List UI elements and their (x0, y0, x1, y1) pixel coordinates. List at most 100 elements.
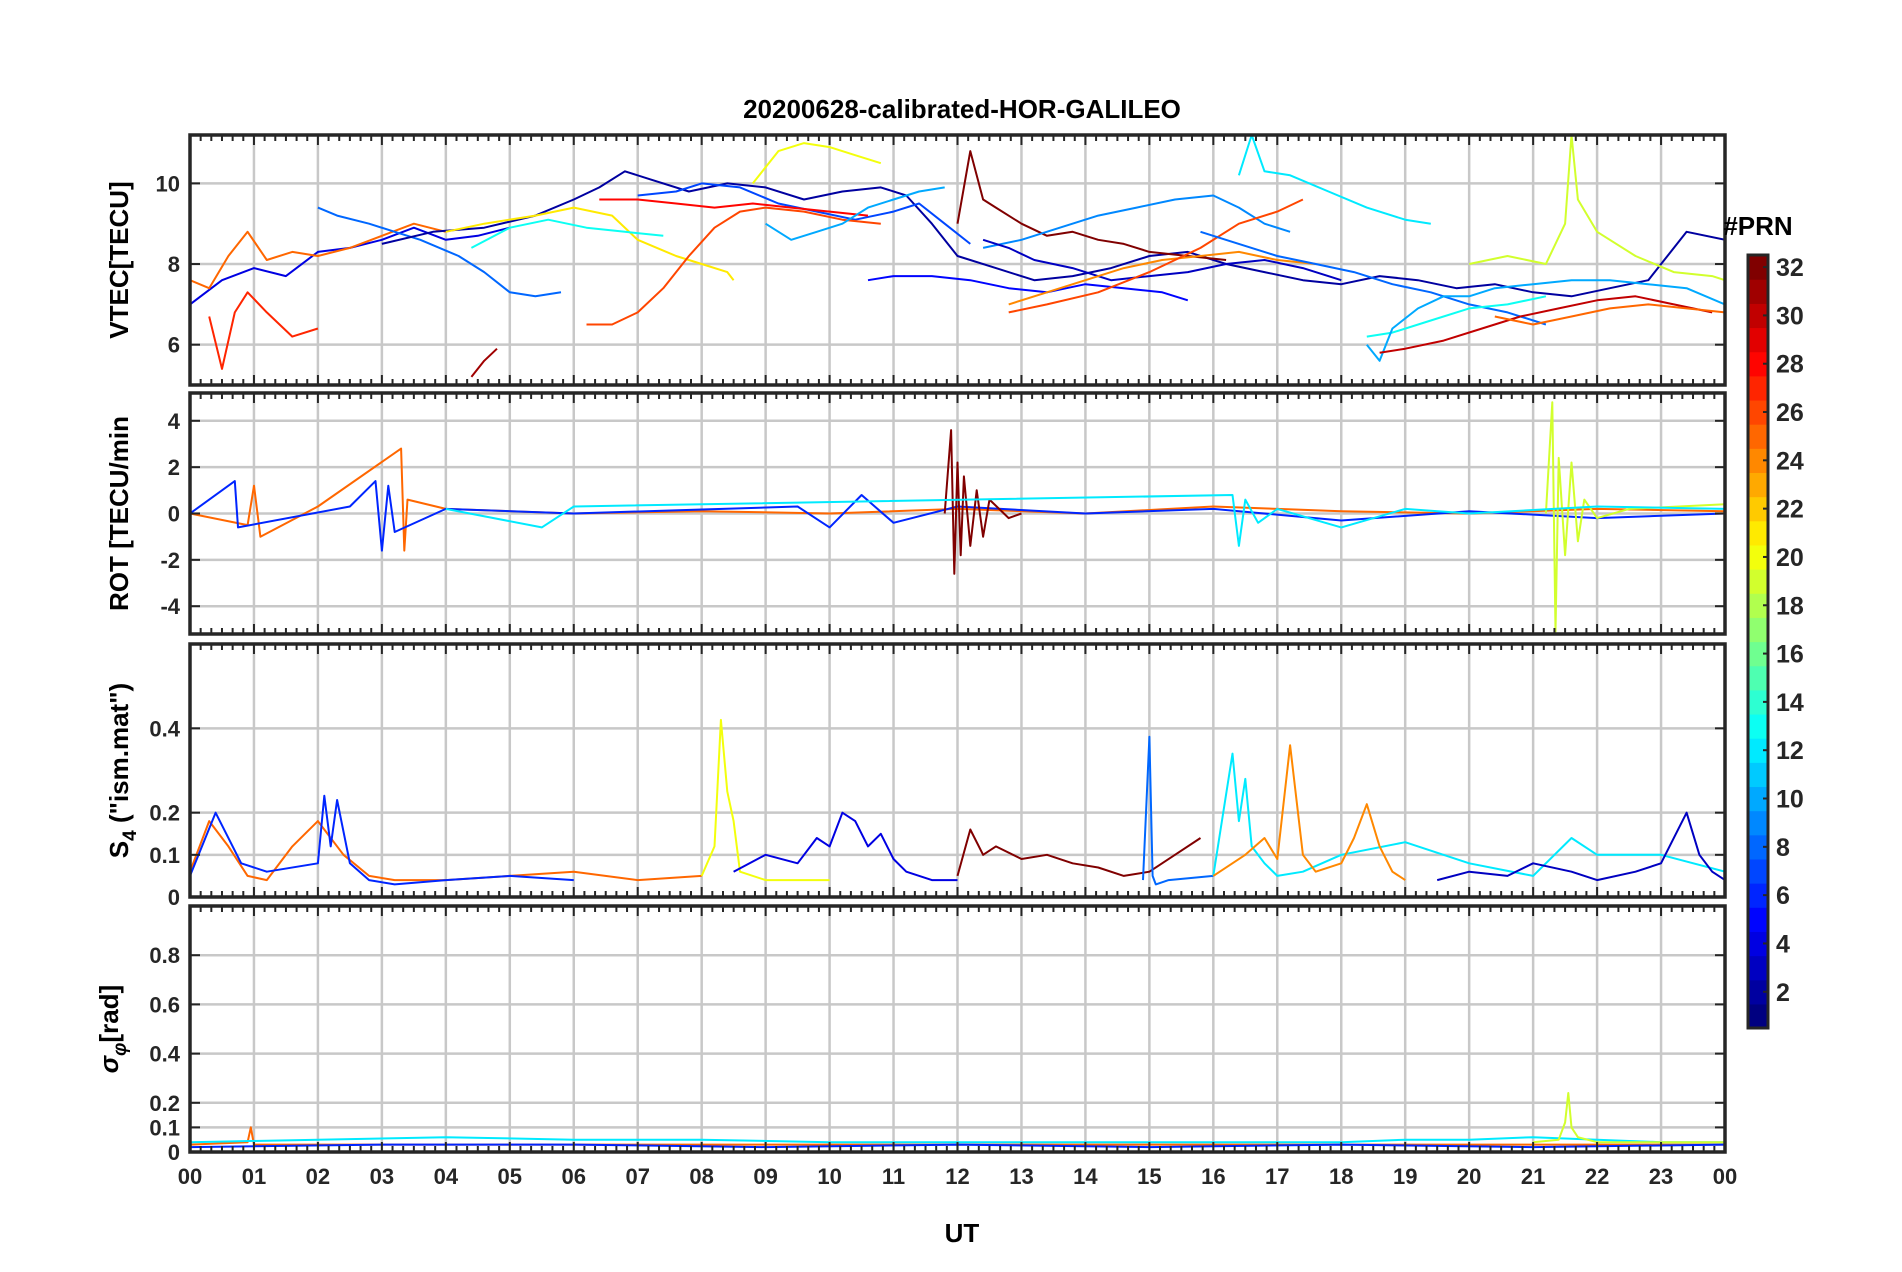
y-tick-label: 0.4 (149, 716, 180, 741)
prn-27-trace (208, 291, 319, 370)
x-tick-label: 00 (1713, 1164, 1737, 1189)
colorbar-swatch (1748, 569, 1768, 594)
colorbar-swatch (1748, 303, 1768, 329)
panel-frame (188, 391, 1727, 636)
colorbar-tick-label: 6 (1776, 882, 1790, 910)
colorbar-swatch (1748, 858, 1768, 884)
prn-9-trace (982, 194, 1291, 249)
colorbar-tick-label: 8 (1776, 834, 1790, 862)
y-tick-label: 8 (168, 252, 180, 277)
colorbar-tick-label: 28 (1776, 351, 1804, 379)
panel-3: 0 0.1 0.2 0.4 S4 ("ism.mat") (104, 642, 1727, 910)
y-tick-label: 0.1 (149, 843, 180, 868)
colorbar-tick-label: 16 (1776, 641, 1804, 669)
x-tick-label: 08 (689, 1164, 713, 1189)
x-tick-label: 11 (882, 1164, 905, 1189)
panel-frame (188, 642, 1727, 899)
y-tick-label: 0 (168, 885, 180, 910)
colorbar-tick-label: 18 (1776, 592, 1804, 620)
colorbar-tick-label: 20 (1776, 544, 1804, 572)
chart-title: 20200628-calibrated-HOR-GALILEO (743, 94, 1181, 124)
x-tick-label: 19 (1393, 1164, 1417, 1189)
colorbar-tick-label: 26 (1776, 399, 1804, 427)
colorbar-swatch (1748, 665, 1768, 691)
y-tick-label: 0.4 (149, 1042, 180, 1067)
x-tick-label: 00 (178, 1164, 202, 1189)
prn-7-trace (637, 182, 971, 245)
y-tick-label: 0.8 (149, 943, 180, 968)
prn-20-trace (700, 718, 830, 882)
prn-12-trace (445, 494, 1725, 547)
y-tick-label: 0.6 (149, 992, 180, 1017)
colorbar-swatch (1748, 810, 1768, 836)
colorbar-swatch (1748, 762, 1768, 788)
x-tick-label: 13 (1009, 1164, 1033, 1189)
y-tick-label: 0 (168, 1140, 180, 1165)
colorbar-swatch (1748, 375, 1768, 401)
prn-24-trace (1212, 744, 1406, 881)
x-tick-label: 03 (370, 1164, 394, 1189)
x-tick-label: 14 (1073, 1164, 1098, 1189)
colorbar-swatch (1748, 472, 1768, 498)
y-axis-label: VTEC[TECU] (104, 181, 134, 338)
colorbar-tick-label: 22 (1776, 496, 1804, 524)
prn-8-trace (1142, 735, 1214, 886)
y-tick-label: 0.1 (149, 1115, 180, 1140)
panel-1: 6 8 10 VTEC[TECU] (104, 133, 1727, 387)
x-tick-label: 18 (1329, 1164, 1353, 1189)
x-tick-label: 16 (1201, 1164, 1225, 1189)
prn-19-trace (1533, 1092, 1725, 1144)
colorbar-swatch (1748, 327, 1768, 353)
x-tick-label: 05 (498, 1164, 522, 1189)
colorbar-swatch (1748, 955, 1768, 981)
colorbar-swatch (1748, 544, 1768, 570)
colorbar-tick-label: 12 (1776, 737, 1804, 765)
x-tick-label: 17 (1265, 1164, 1289, 1189)
y-tick-label: 10 (156, 171, 180, 196)
colorbar-swatch (1748, 786, 1768, 812)
x-tick-label: 06 (562, 1164, 586, 1189)
prn-6-trace (190, 480, 1725, 552)
colorbar-swatch (1748, 834, 1768, 860)
prn-32-trace (956, 150, 1227, 261)
panel-4: 00.10.2 0.4 0.6 0.8 σφ[rad] (94, 904, 1727, 1165)
x-tick-label: 01 (242, 1164, 266, 1189)
prn-8-trace (317, 206, 562, 298)
colorbar-swatch (1748, 641, 1768, 667)
traces (190, 135, 1725, 378)
x-tick-label: 04 (434, 1164, 459, 1189)
colorbar-swatch (1748, 689, 1768, 715)
prn-32-trace (943, 429, 1022, 575)
x-tick-label: 21 (1521, 1164, 1545, 1189)
prn-10-trace (765, 186, 945, 241)
x-tick-label: 12 (945, 1164, 969, 1189)
colorbar-tick-label: 24 (1776, 447, 1804, 475)
colorbar-swatch (1748, 883, 1768, 908)
prn-3-trace (982, 238, 1342, 282)
y-tick-label: -2 (160, 548, 180, 573)
y-tick-label: 0.2 (149, 801, 180, 826)
colorbar-swatch (1748, 713, 1768, 739)
prn-19-trace (1544, 401, 1725, 633)
prn-20-trace (752, 142, 882, 185)
colorbar-label: #PRN (1723, 211, 1792, 241)
colorbar-swatch (1748, 738, 1768, 763)
y-tick-label: 0.2 (149, 1091, 180, 1116)
prn-21-trace (445, 206, 735, 281)
y-axis-label: ROT [TECU/min (104, 416, 134, 611)
prn-5-trace (867, 275, 1189, 302)
y-tick-label: 0 (168, 502, 180, 527)
colorbar-swatch (1748, 255, 1768, 280)
y-tick-label: 2 (168, 455, 180, 480)
traces (190, 718, 1725, 886)
prn-30-trace (1379, 295, 1713, 354)
colorbar-swatch (1748, 931, 1768, 957)
prn-26-trace (1008, 198, 1304, 314)
x-tick-label: 09 (753, 1164, 777, 1189)
x-tick-label: 22 (1585, 1164, 1609, 1189)
prn-26-trace (586, 206, 881, 326)
y-axis-label: σφ[rad] (94, 985, 131, 1073)
